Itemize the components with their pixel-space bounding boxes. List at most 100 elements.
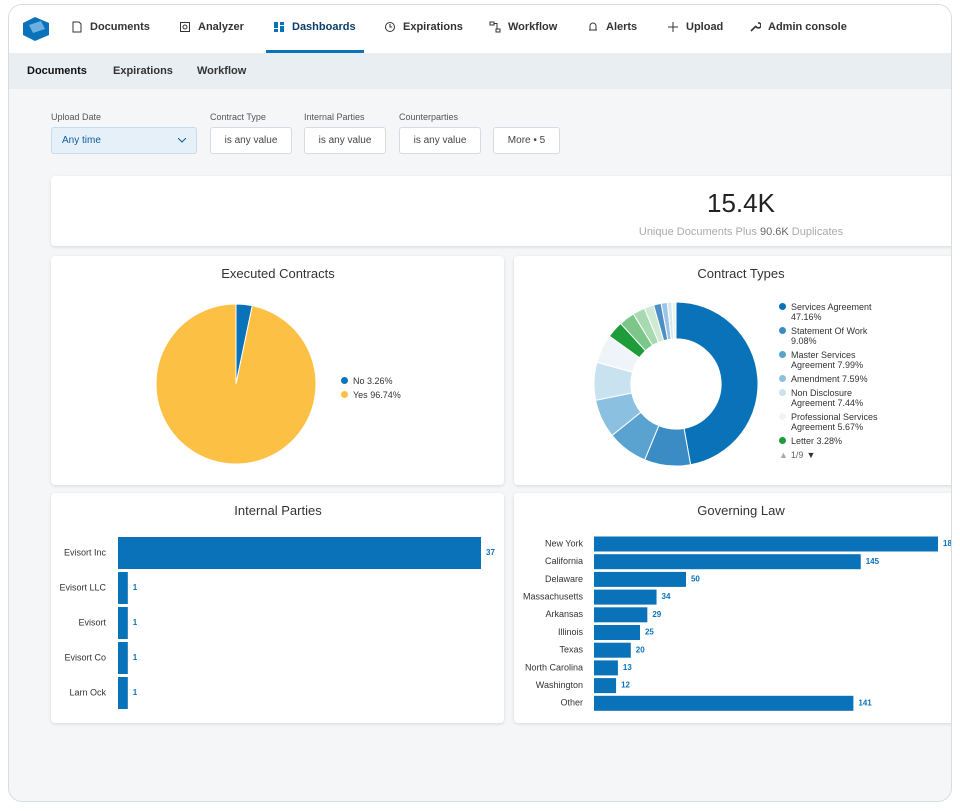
legend-value: 96.74% [370,390,401,400]
legend-value: 9.08% [791,336,817,346]
legend-label: Non Disclosure Agreement [791,388,853,408]
nav-tab[interactable]: Admin console [749,21,847,33]
filter-button[interactable]: is any value [399,127,481,154]
nav-tab[interactable]: Workflow [489,21,557,33]
legend: No 3.26% Yes 96.74% [341,376,401,404]
value-label: 1 [133,653,138,662]
chart-card: Executed Contracts No 3.26% Yes 96.74% [51,256,504,485]
filter-label: Contract Type [210,112,266,122]
nav-tab[interactable]: Documents [71,21,150,33]
bar [594,695,854,711]
value-label: 20 [636,645,645,654]
nav-tab[interactable]: Alerts [587,21,637,33]
legend-label: Statement Of Work [791,326,868,336]
category-label: Evisort [78,617,106,627]
chart-title: Executed Contracts [221,266,335,281]
category-label: California [545,556,583,566]
value-label: 1 [133,618,138,627]
kpi-value: 15.4K [707,188,775,218]
legend-item: Master Services Agreement 7.99% [779,350,879,370]
legend-item: No 3.26% [341,376,401,386]
value-label: 13 [623,663,632,672]
legend-text: Services Agreement 47.16% [791,302,879,322]
pager-up: ▲ [779,450,788,460]
legend-dot [779,375,786,382]
value-label: 1 [133,583,138,592]
category-label: Texas [559,645,583,655]
chart-card: Internal Parties Evisort Inc 37 Evisort LLC… [51,493,504,723]
legend-dot [341,391,348,398]
sub-tab[interactable]: Workflow [197,65,247,77]
bar [594,642,631,658]
bar [118,677,128,709]
nav-tab[interactable]: Expirations [384,21,463,33]
legend-dot [779,303,786,310]
sub-tab[interactable]: Documents [27,65,87,77]
legend-item: Statement Of Work 9.08% [779,326,879,346]
pie-slice [671,301,677,340]
more-label: More • 5 [507,135,546,146]
legend-label: Letter [791,436,815,446]
bar [594,660,618,676]
value-label: 50 [691,575,700,584]
filter-value: is any value [224,135,278,146]
nav-tab-label: Admin console [768,21,847,33]
chart: Contract Types [593,266,785,467]
legend-value: 7.99% [837,360,864,370]
nav-tab[interactable]: Upload [667,21,723,33]
filter-label: Internal Parties [304,112,365,122]
legend-pager: ▲ 1/9 ▼ [779,450,879,460]
legend-value: 5.67% [837,422,864,432]
filter-value: Any time [62,135,101,146]
category-label: Delaware [545,574,583,584]
category-label: Larn Ock [69,687,106,697]
nav-tab-label: Analyzer [198,21,244,33]
bar [118,642,128,674]
legend-value: 7.59% [842,374,868,384]
more-filters[interactable]: More • 5 [493,127,560,154]
legend-value: 3.28% [816,436,843,446]
kpi-duplicates-label: Duplicates [791,226,844,238]
sub-nav: Documents Expirations Workflow [9,53,951,89]
legend: Services Agreement 47.16% Statement Of Wo… [779,302,879,460]
nav-tab-label: Alerts [606,21,638,33]
bar [594,536,938,552]
category-label: Evisort Co [64,652,106,662]
pager-text: 1/9 [790,450,804,460]
chart: Internal Parties Evisort Inc 37 Evisort LLC… [59,503,495,709]
legend-text: Non Disclosure Agreement 7.44% [791,388,879,408]
legend-value: 3.26% [367,376,393,386]
legend-item: Yes 96.74% [341,390,401,400]
chart: Governing Law New York 187 California 145 Del… [523,503,951,711]
legend-item: Professional Services Agreement 5.67% [779,412,879,432]
nav-tab-label: Expirations [403,21,463,33]
sub-tab[interactable]: Expirations [113,65,173,77]
legend-label: Amendment [791,374,840,384]
nav-tab[interactable]: Analyzer [179,21,244,33]
bar [594,678,617,694]
value-label: 145 [866,557,880,566]
app-window: Documents Analyzer Dashboards Expiration… [8,4,952,802]
filter-button[interactable]: is any value [304,127,386,154]
legend-text: Master Services Agreement 7.99% [791,350,879,370]
category-label: Illinois [558,627,584,637]
legend-text: Yes 96.74% [353,390,401,400]
category-label: Evisort Inc [64,547,107,557]
filter-button[interactable]: is any value [210,127,292,154]
filter-dropdown[interactable]: Any time [51,127,197,154]
category-label: Arkansas [545,609,583,619]
filter-label: Upload Date [51,112,102,122]
nav-tab[interactable]: Dashboards [273,21,356,33]
legend-dot [779,437,786,444]
kpi-caption: Unique Documents Plus 90.6K Duplicates [51,226,951,238]
value-label: 25 [645,628,654,637]
legend-item: Letter 3.28% [779,436,879,446]
top-nav: Documents Analyzer Dashboards Expiration… [9,5,951,53]
filter-value: is any value [413,135,467,146]
legend-dot [779,351,786,358]
chart: Executed Contracts [155,266,335,465]
legend-text: No 3.26% [353,376,393,386]
value-label: 34 [662,592,671,601]
bar [594,589,657,605]
value-label: 29 [652,610,661,619]
